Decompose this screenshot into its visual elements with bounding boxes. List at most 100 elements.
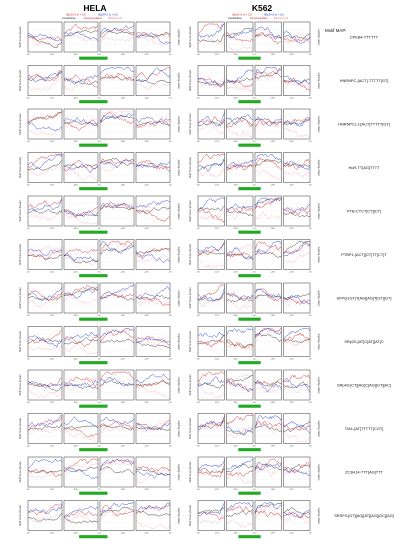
x-tick-label: -250 [270, 402, 275, 404]
series-line-background [27, 126, 63, 136]
series-line-up [226, 163, 254, 171]
series-line-constitutive [27, 209, 63, 215]
series-line-down [283, 75, 311, 85]
series-line-background [99, 460, 135, 475]
series-line-background [63, 431, 99, 442]
x-tick-label: -50 [168, 272, 172, 274]
y-axis-label: Motif Score (mean) [189, 374, 192, 395]
series-line-up [226, 251, 254, 258]
x-tick-label: -50 [196, 98, 200, 100]
x-tick-label: -50 [196, 489, 200, 491]
series-line-down [226, 502, 254, 512]
series-line-down [63, 164, 99, 174]
x-tick-label: -50 [308, 359, 312, 361]
x-tick-label: -50 [308, 489, 312, 491]
x-tick-label: -125 [289, 402, 294, 404]
series-line-up [226, 118, 254, 128]
x-tick-label: -250 [120, 98, 125, 100]
y-axis-right-label: -log10(p-value) [177, 420, 180, 437]
y-axis-label: Motif Score (mean) [189, 113, 192, 134]
series-line-up [135, 209, 171, 222]
series-line-down [254, 463, 282, 472]
series-line-down [283, 241, 311, 257]
x-tick-label: -50 [97, 402, 101, 404]
chart-panel-hela-1: Motif Score (mean) -log10(p-value) -50 -125… [19, 65, 180, 104]
series-line-up [63, 74, 99, 88]
series-line-down [63, 75, 99, 85]
series-line-background [283, 127, 311, 138]
y-axis-label: Motif Score (mean) [19, 244, 22, 265]
x-tick-label: -50 [196, 533, 200, 535]
series-line-up [64, 510, 99, 517]
series-line-down [63, 117, 99, 126]
x-tick-label: -125 [49, 402, 54, 404]
series-line-up [197, 284, 225, 299]
series-line-up [254, 119, 282, 127]
exon-block [79, 230, 108, 234]
series-line-up [99, 72, 135, 82]
series-line-constitutive [283, 292, 311, 299]
series-line-up [135, 294, 171, 307]
series-line-background [27, 386, 63, 399]
x-tick-label: -50 [97, 489, 101, 491]
series-line-down [99, 25, 135, 34]
x-tick-label: -50 [26, 141, 30, 143]
series-line-constitutive [254, 294, 282, 300]
series-line-up [135, 419, 171, 431]
y-axis-right-label: -log10(p-value) [177, 72, 180, 89]
x-tick-label: -125 [214, 359, 219, 361]
motif-label: SRp20-[AT]C[AT][AT]C [344, 339, 384, 344]
series-line-down [135, 286, 171, 300]
series-line-up [283, 77, 311, 91]
series-line-background [283, 206, 311, 213]
series-line-background [135, 35, 171, 46]
series-line-up [226, 415, 253, 425]
x-tick-label: -125 [49, 141, 54, 143]
chart-panel-hela-10: Motif Score (mean) -log10(p-value) -50 -125… [19, 456, 180, 495]
series-line-constitutive [27, 70, 63, 81]
series-line-up [283, 374, 311, 383]
x-tick-label: -250 [233, 402, 238, 404]
chart-panel-k562-2: Motif Score (mean) -log10(p-value) -50 -125… [189, 108, 390, 147]
y-axis-right-label: -log10(p-value) [317, 290, 320, 307]
exon-block [238, 143, 261, 147]
series-line-background [254, 211, 282, 219]
series-line-constitutive [27, 469, 63, 474]
series-line-up [63, 335, 99, 348]
x-tick-label: -50 [252, 98, 256, 100]
x-tick-label: -50 [26, 446, 30, 448]
series-line-up [197, 209, 225, 223]
y-axis-right-label: -log10(p-value) [177, 116, 180, 133]
series-line-constitutive [197, 34, 225, 43]
series-line-background [254, 248, 282, 256]
series-line-down [226, 159, 254, 168]
series-line-constitutive [226, 339, 254, 348]
x-tick-label: -50 [168, 54, 172, 56]
series-line-constitutive [27, 160, 63, 171]
series-line-down [99, 328, 135, 339]
x-tick-label: -50 [97, 533, 101, 535]
series-line-constitutive [197, 160, 225, 171]
x-tick-label: -250 [270, 533, 275, 535]
series-line-constitutive [226, 509, 254, 517]
series-line-up [135, 160, 171, 170]
x-tick-label: -125 [144, 359, 149, 361]
series-line-constitutive [283, 211, 311, 218]
x-tick-label: -125 [289, 446, 294, 448]
series-line-down [99, 377, 135, 386]
legend-up-label: dEpSI>0 (n = 10) [66, 13, 86, 17]
series-line-background [283, 429, 311, 442]
series-line-up [99, 201, 135, 210]
x-tick-label: -250 [73, 315, 78, 317]
series-line-background [63, 343, 99, 355]
series-line-background [135, 83, 171, 91]
x-tick-label: -250 [233, 489, 238, 491]
series-line-constitutive [254, 251, 282, 258]
series-line-down [63, 380, 99, 387]
series-line-constitutive [63, 78, 99, 86]
series-line-down [254, 241, 282, 254]
series-line-constitutive [283, 241, 311, 254]
series-line-constitutive [197, 205, 225, 211]
series-line-background [63, 295, 99, 304]
series-line-background [27, 472, 63, 479]
